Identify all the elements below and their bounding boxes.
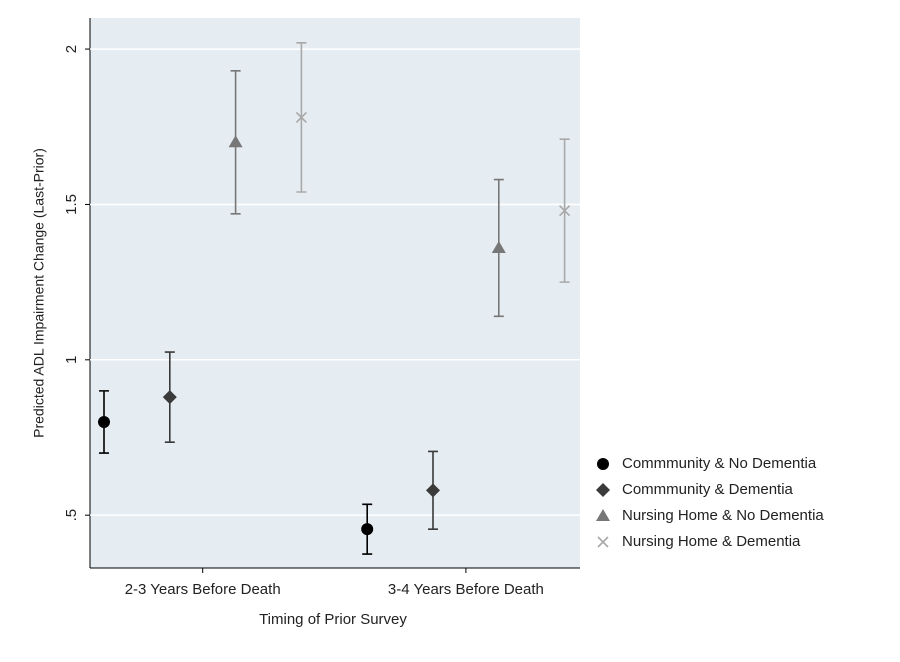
legend-marker xyxy=(596,509,610,521)
point xyxy=(98,415,110,428)
x-tick-label: 3-4 Years Before Death xyxy=(388,581,544,598)
point xyxy=(295,111,307,124)
y-tick-label: 1.5 xyxy=(63,194,80,215)
legend-marker xyxy=(596,483,610,497)
point xyxy=(559,205,571,217)
x-tick-label: 2-3 Years Before Death xyxy=(125,581,281,598)
legend-label: Commmunity & Dementia xyxy=(622,481,794,498)
point xyxy=(426,483,440,498)
legend-marker xyxy=(597,536,609,548)
legend-marker xyxy=(597,458,609,470)
legend-label: Commmunity & No Dementia xyxy=(622,455,817,472)
point xyxy=(228,135,243,148)
plot-background xyxy=(90,18,580,568)
legend-label: Nursing Home & Dementia xyxy=(622,533,801,550)
x-axis-title: Timing of Prior Survey xyxy=(259,611,407,628)
y-tick-label: 2 xyxy=(63,45,80,53)
y-tick-label: 1 xyxy=(63,356,80,364)
point xyxy=(162,390,177,405)
legend-label: Nursing Home & No Dementia xyxy=(622,507,824,524)
point xyxy=(491,240,506,253)
point xyxy=(361,523,374,536)
y-tick-label: .5 xyxy=(63,509,80,522)
y-axis-title: Predicted ADL Impairment Change (Last-Pr… xyxy=(31,148,47,438)
